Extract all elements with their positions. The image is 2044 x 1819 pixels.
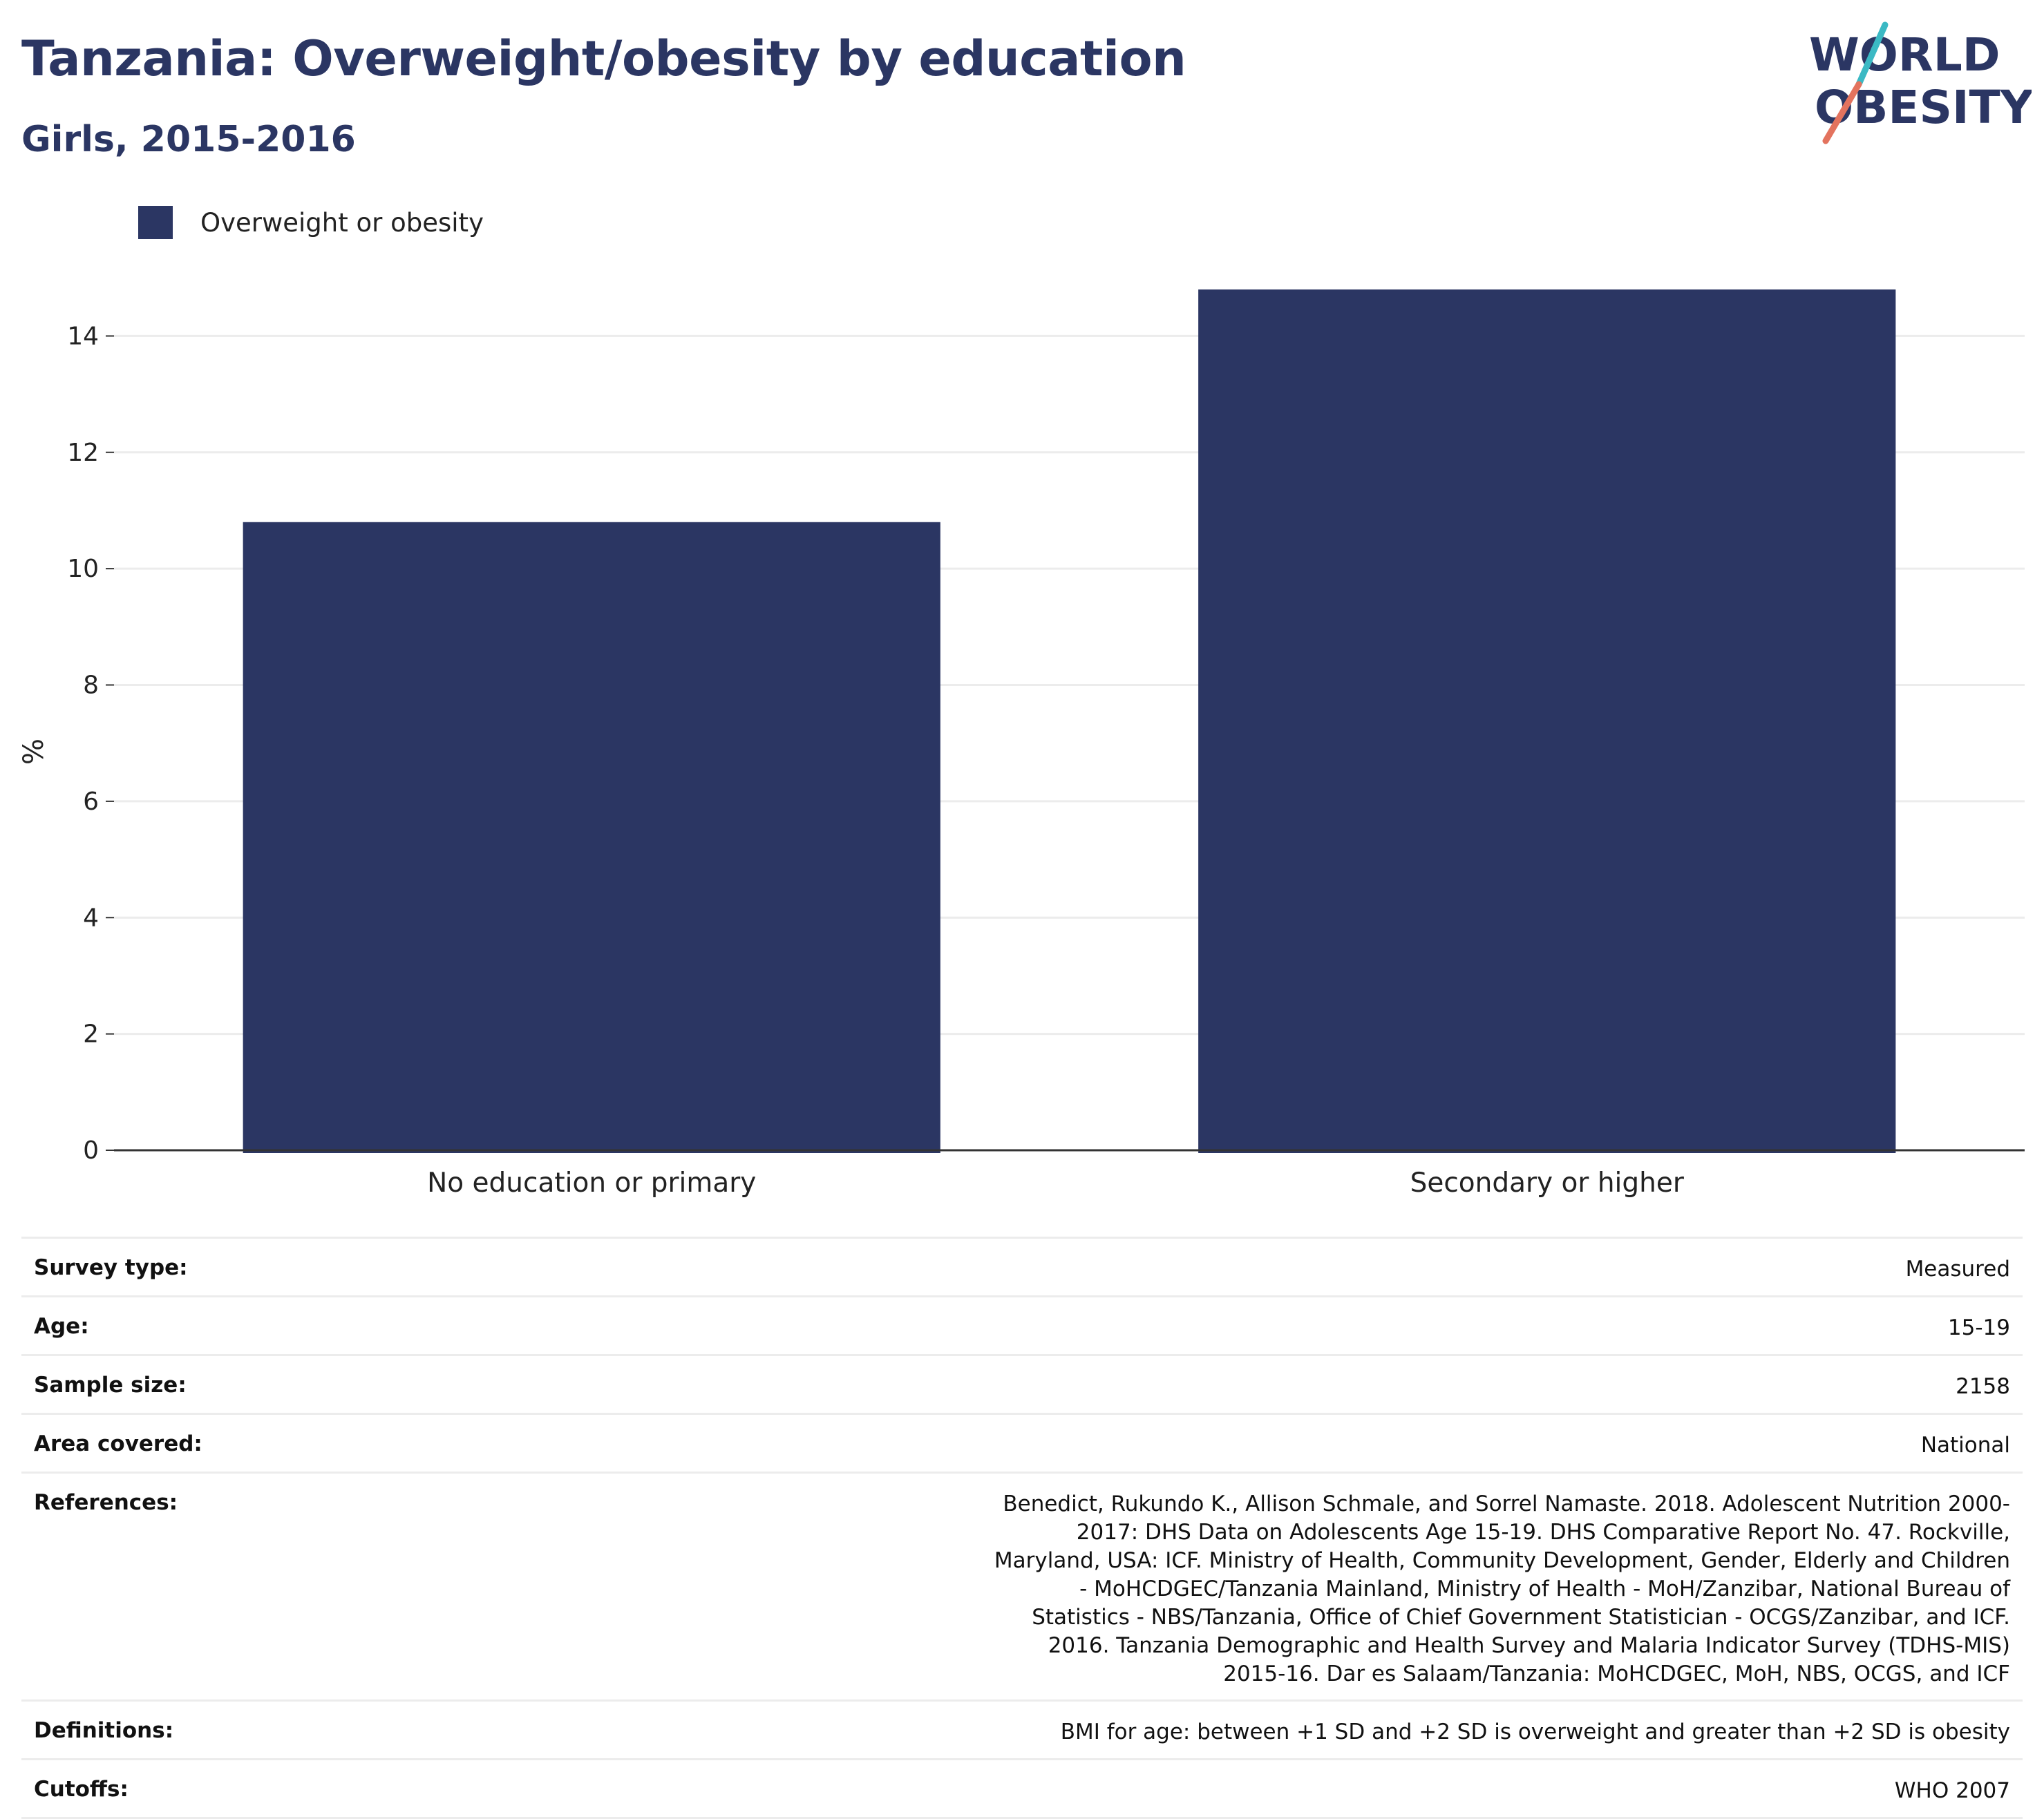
metadata-value: 15-19 <box>461 1295 2023 1355</box>
y-tick-label: 10 <box>67 555 99 583</box>
metadata-label: Sample size: <box>21 1354 461 1414</box>
metadata-value: National <box>461 1413 2023 1473</box>
x-tick-label: No education or primary <box>427 1168 756 1199</box>
y-tick-label: 14 <box>67 322 99 350</box>
world-obesity-logo: WORLD OBESITY <box>1809 21 2032 144</box>
metadata-table: Survey type: Measured Age: 15-19 Sample size… <box>21 1237 2023 1819</box>
y-tick-label: 2 <box>83 1020 99 1049</box>
y-tick-label: 6 <box>83 788 99 816</box>
metadata-value: Measured <box>461 1237 2023 1297</box>
metadata-label: References: <box>21 1472 461 1701</box>
y-tick-label: 8 <box>83 672 99 700</box>
metadata-label: Age: <box>21 1295 461 1355</box>
logo-line-2: OBESITY <box>1815 81 2032 134</box>
metadata-value: BMI for age: between +1 SD and +2 SD is … <box>461 1699 2023 1760</box>
metadata-row: Age: 15-19 <box>21 1295 2023 1355</box>
chart-legend: Overweight or obesity <box>138 206 484 239</box>
x-tick-label: Secondary or higher <box>1410 1168 1685 1199</box>
legend-swatch <box>138 206 173 239</box>
y-tick-label: 12 <box>67 439 99 467</box>
logo-slash-teal <box>1855 21 1889 88</box>
y-axis-label: % <box>18 739 50 765</box>
metadata-row: References: Benedict, Rukundo K., Allison… <box>21 1472 2023 1701</box>
metadata-value: WHO 2007 <box>461 1758 2023 1819</box>
metadata-row: Cutoffs: WHO 2007 <box>21 1758 2023 1819</box>
bar-chart: 0 2 4 6 8 10 12 14% No education or primary Secon… <box>18 289 2025 1199</box>
y-tick-label: 4 <box>83 904 99 932</box>
metadata-row: Sample size: 2158 <box>21 1354 2023 1414</box>
metadata-value: Benedict, Rukundo K., Allison Schmale, a… <box>461 1472 2023 1701</box>
bar <box>1198 289 1896 1153</box>
metadata-row: Definitions: BMI for age: between +1 SD a… <box>21 1699 2023 1760</box>
chart-title: Tanzania: Overweight/obesity by educatio… <box>21 30 1186 87</box>
logo-slash-coral <box>1822 81 1862 144</box>
logo-line-1: WORLD <box>1809 28 2000 82</box>
metadata-label: Definitions: <box>21 1699 461 1760</box>
metadata-label: Survey type: <box>21 1237 461 1297</box>
metadata-row: Survey type: Measured <box>21 1237 2023 1297</box>
legend-label: Overweight or obesity <box>200 207 484 238</box>
metadata-value: 2158 <box>461 1354 2023 1414</box>
bar <box>243 522 940 1153</box>
metadata-row: Area covered: National <box>21 1413 2023 1473</box>
chart-subtitle: Girls, 2015-2016 <box>21 119 356 160</box>
metadata-label: Cutoffs: <box>21 1758 461 1819</box>
metadata-label: Area covered: <box>21 1413 461 1473</box>
y-tick-label: 0 <box>83 1136 99 1165</box>
